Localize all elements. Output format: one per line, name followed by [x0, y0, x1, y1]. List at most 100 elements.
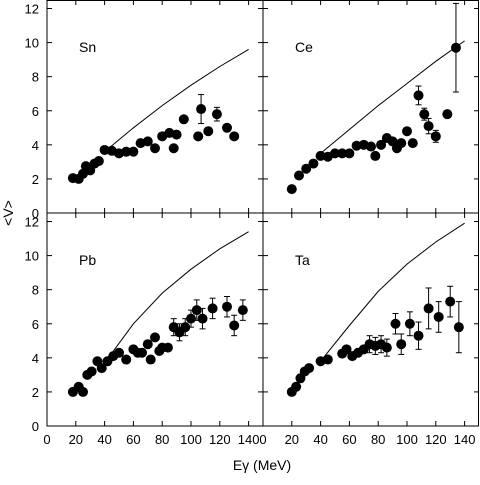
- data-point-pb: [191, 305, 202, 316]
- x-tick-label: 100: [396, 432, 418, 447]
- data-point-ce: [442, 109, 453, 120]
- data-point-sn: [222, 122, 232, 133]
- x-tick-label: 60: [342, 432, 356, 447]
- data-point-ta: [433, 311, 444, 322]
- data-point-ta: [453, 322, 464, 333]
- data-point-pb: [114, 347, 124, 358]
- data-point-pb: [229, 320, 240, 331]
- y-tick-label: 0: [32, 419, 39, 434]
- data-point-ta: [396, 339, 407, 350]
- y-tick-label: 2: [32, 385, 39, 400]
- data-point-ta: [413, 330, 424, 341]
- data-point-ce: [370, 150, 381, 161]
- data-point-ce: [450, 42, 461, 53]
- x-tick-label: 120: [209, 432, 231, 447]
- data-point-ta: [381, 342, 392, 353]
- data-point-pb: [137, 347, 148, 358]
- x-tick-label: 100: [180, 432, 202, 447]
- data-point-pb: [96, 363, 107, 374]
- data-point-sn: [171, 129, 182, 140]
- data-point-pb: [142, 339, 153, 350]
- data-point-pb: [237, 305, 248, 316]
- data-point-ta: [304, 363, 315, 374]
- data-point-ce: [376, 139, 387, 150]
- x-tick-label: 20: [285, 432, 299, 447]
- data-point-ce: [423, 121, 434, 132]
- x-tick-label: 80: [155, 432, 169, 447]
- data-point-ce: [402, 126, 412, 137]
- data-point-sn: [168, 143, 179, 154]
- x-tick-label: 140: [238, 432, 260, 447]
- x-tick-label: 120: [425, 432, 447, 447]
- data-point-ta: [291, 381, 302, 392]
- data-point-sn: [121, 146, 132, 157]
- y-tick-label: 8: [32, 70, 39, 85]
- data-point-pb: [121, 354, 132, 365]
- y-tick-label: 2: [32, 172, 39, 187]
- data-point-pb: [207, 303, 218, 314]
- data-point-ce: [344, 148, 355, 159]
- y-tick-label: 12: [25, 2, 39, 17]
- y-tick-label: 12: [25, 215, 39, 230]
- x-tick-label: 80: [371, 432, 385, 447]
- model-curve-pb: [104, 231, 249, 364]
- model-curve-sn: [104, 48, 249, 153]
- x-tick-label: 40: [97, 432, 111, 447]
- y-tick-label: 8: [32, 283, 39, 298]
- data-point-ta: [322, 354, 333, 365]
- data-point-pb: [78, 386, 88, 397]
- data-point-sn: [196, 104, 207, 115]
- data-point-ce: [396, 138, 407, 149]
- y-tick-label: 10: [25, 36, 39, 51]
- data-point-pb: [197, 313, 208, 324]
- y-axis-label: <V>: [0, 200, 16, 226]
- data-point-ta: [341, 344, 352, 355]
- data-point-pb: [86, 366, 97, 377]
- x-tick-label: 140: [454, 432, 476, 447]
- data-point-sn: [93, 156, 104, 167]
- data-point-ce: [301, 163, 312, 174]
- data-point-pb: [150, 332, 160, 343]
- data-point-sn: [203, 126, 214, 137]
- data-point-ta: [404, 318, 415, 329]
- data-point-sn: [142, 136, 153, 147]
- x-tick-label: 60: [126, 432, 140, 447]
- data-point-pb: [222, 301, 232, 312]
- panel-label-pb: Pb: [79, 252, 96, 268]
- data-point-ce: [330, 148, 340, 159]
- y-tick-label: 6: [32, 317, 39, 332]
- y-tick-label: 0: [32, 206, 39, 221]
- data-point-ce: [407, 138, 418, 149]
- x-axis-label: Eγ (MeV): [233, 457, 291, 473]
- data-point-ce: [286, 184, 297, 195]
- model-curve-ce: [320, 40, 465, 154]
- data-point-ce: [413, 90, 424, 101]
- data-point-pb: [186, 313, 196, 324]
- data-point-ta: [423, 303, 434, 314]
- data-point-ce: [366, 141, 376, 152]
- data-point-sn: [229, 131, 240, 142]
- panel-label-sn: Sn: [79, 39, 96, 55]
- x-tick-label: 20: [69, 432, 83, 447]
- data-point-sn: [178, 114, 189, 125]
- data-point-ce: [294, 170, 304, 181]
- panel-label-ta: Ta: [295, 252, 310, 268]
- x-tick-label: 40: [313, 432, 327, 447]
- data-point-ce: [430, 131, 441, 142]
- data-point-ta: [390, 318, 401, 329]
- y-tick-label: 6: [32, 104, 39, 119]
- data-point-ce: [419, 109, 430, 120]
- data-point-pb: [145, 354, 156, 365]
- data-point-pb: [180, 322, 191, 333]
- x-tick-label: 0: [43, 432, 50, 447]
- data-point-ta: [445, 296, 456, 307]
- y-tick-label: 4: [32, 351, 39, 366]
- data-point-sn: [150, 143, 160, 154]
- y-tick-label: 10: [25, 249, 39, 264]
- data-point-sn: [193, 131, 204, 142]
- data-point-ce: [337, 148, 348, 159]
- data-point-pb: [162, 342, 173, 353]
- data-point-ce: [308, 158, 319, 169]
